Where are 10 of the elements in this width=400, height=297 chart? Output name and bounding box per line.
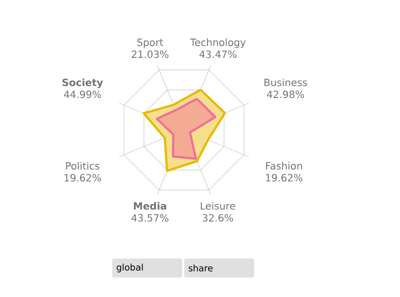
spoke-label: Business 42.98% bbox=[264, 78, 307, 98]
text: share bbox=[188, 264, 213, 272]
spoke-label: Media 43.57% bbox=[131, 202, 168, 222]
spoke-label: Fashion 19.62% bbox=[266, 162, 302, 182]
spoke-label: Politics 19.62% bbox=[64, 162, 101, 182]
text: global bbox=[116, 264, 143, 272]
spoke-label: Sport 21.03% bbox=[132, 38, 168, 58]
spoke-label: Society 44.99% bbox=[62, 78, 103, 98]
spoke-label: Leisure 32.6% bbox=[200, 202, 236, 222]
spoke-label: Technology 43.47% bbox=[190, 38, 246, 58]
